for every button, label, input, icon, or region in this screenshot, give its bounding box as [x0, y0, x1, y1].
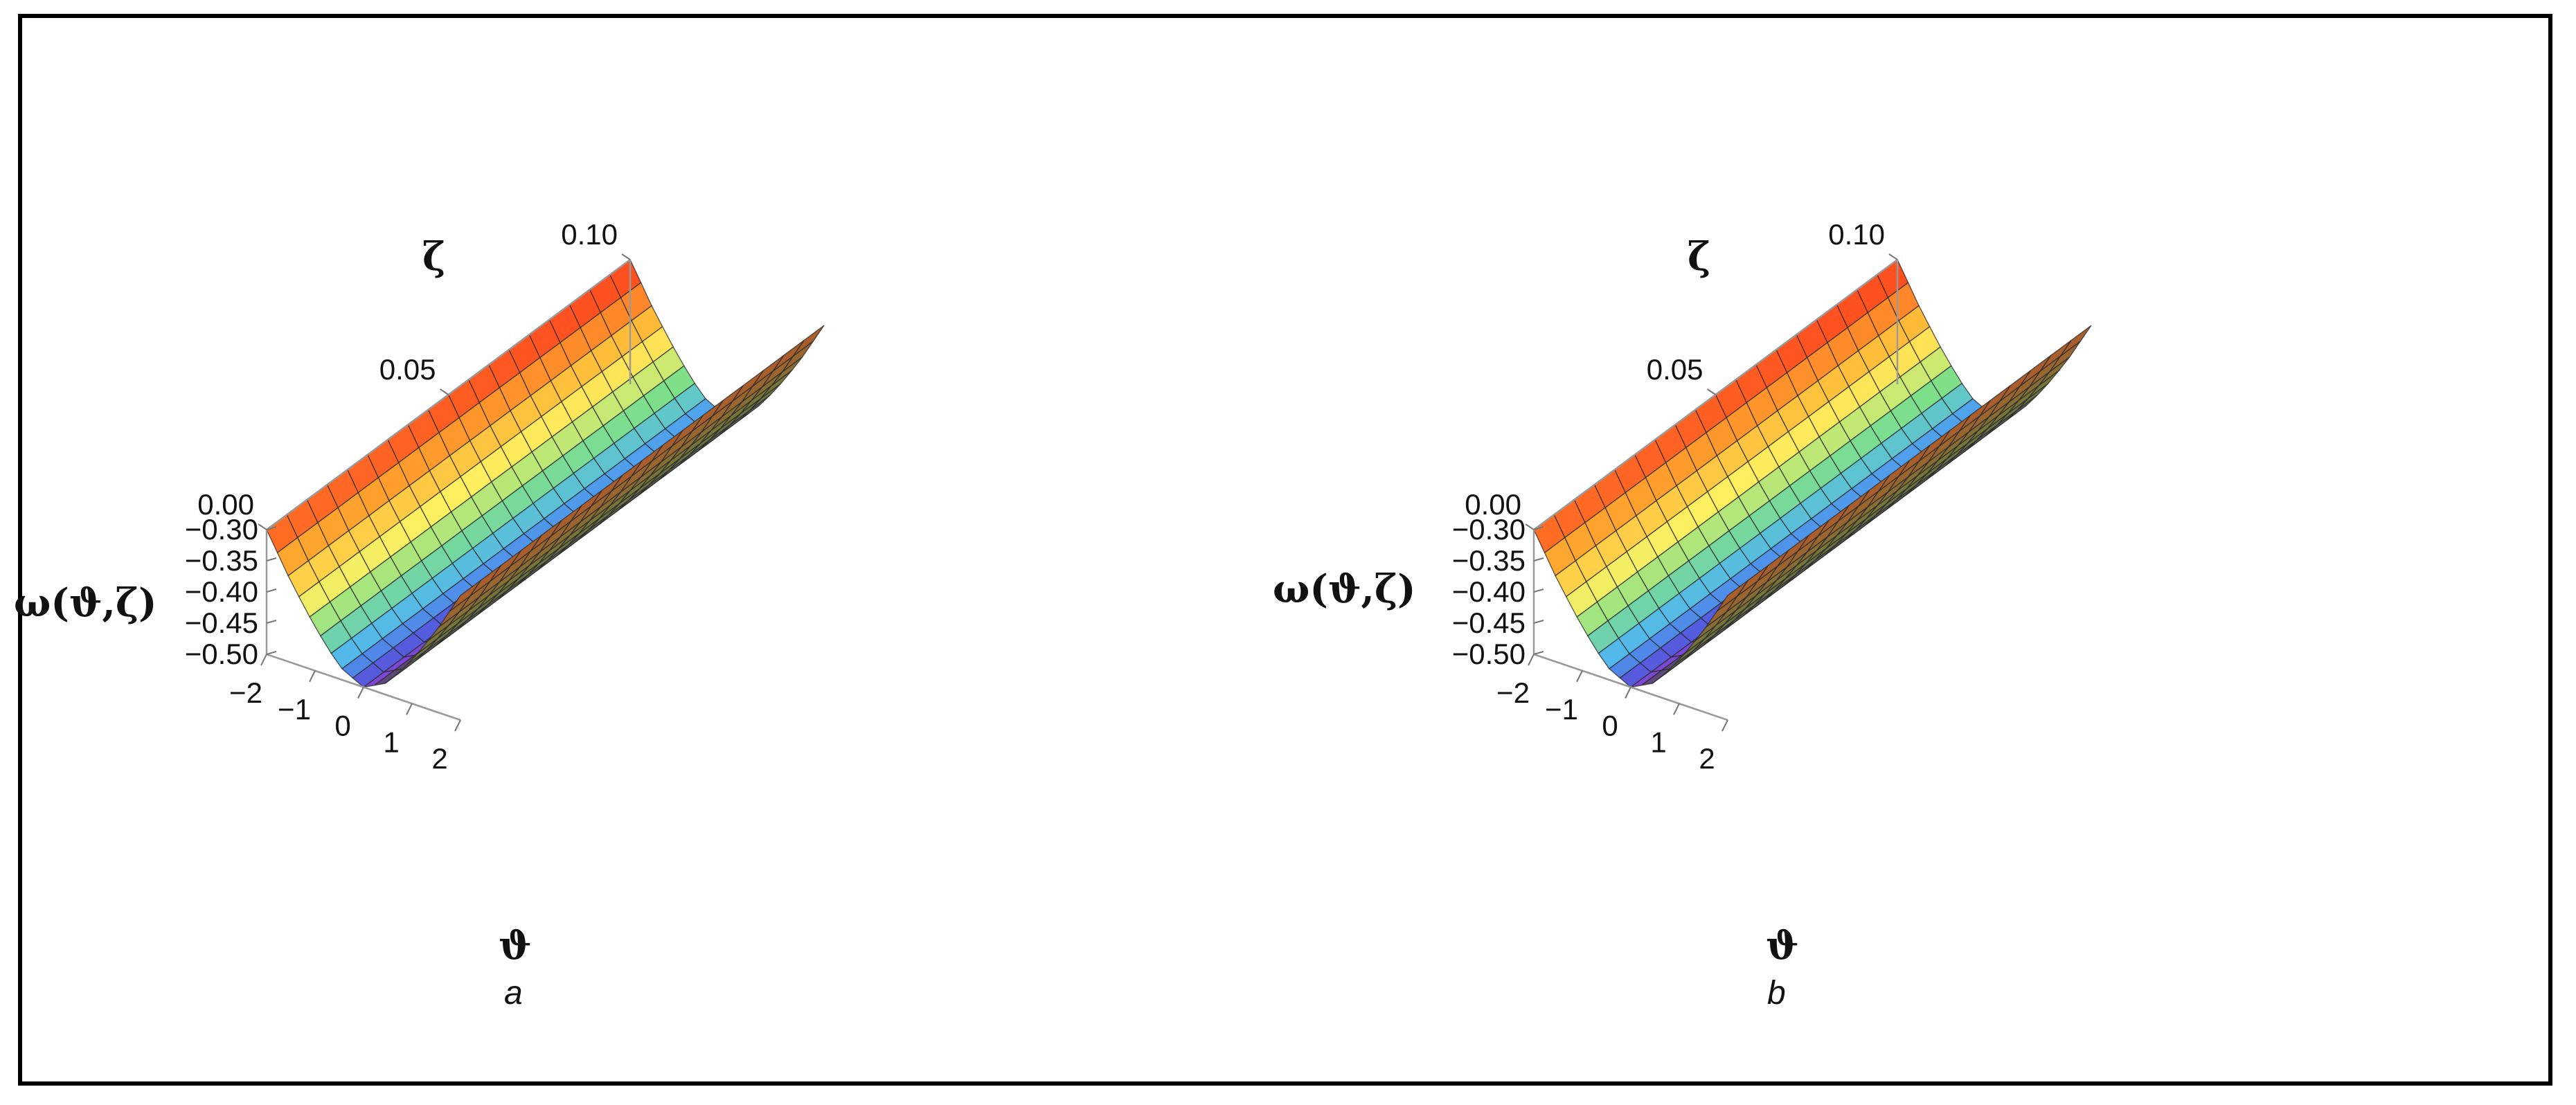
z-tick-mark: [266, 620, 277, 624]
x-tick-mark: [309, 670, 316, 683]
x-tick-label: 2: [431, 742, 447, 775]
z-tick-mark: [266, 651, 277, 655]
y-tick-mark: [1525, 523, 1535, 530]
y-tick-label: 0.10: [1828, 218, 1885, 251]
z-axis-label: ω(ϑ,ζ): [14, 580, 157, 626]
tick-labels-b: −0.30−0.35−0.40−0.45−0.50 0.00 0.05 0.10 −2−…: [1452, 218, 1885, 775]
x-tick-mark: [1576, 670, 1583, 683]
z-tick-label: −0.30: [1452, 513, 1526, 546]
x-tick-mark: [1528, 654, 1535, 666]
x-tick-mark: [1673, 703, 1680, 715]
y-tick-label: 0.05: [1647, 353, 1703, 386]
z-tick-mark: [266, 557, 277, 562]
surface-patch: [449, 580, 481, 612]
z-tick-label: −0.45: [185, 607, 258, 639]
z-tick-mark: [1533, 557, 1544, 562]
y-tick-mark: [621, 253, 631, 260]
z-tick-mark: [1533, 526, 1544, 530]
z-tick-label: −0.35: [1452, 544, 1526, 577]
x-axis-label: ϑ: [499, 923, 532, 969]
z-tick-label: −0.30: [185, 513, 258, 546]
axes-box-a: [258, 253, 632, 732]
z-tick-label: −0.50: [185, 638, 258, 670]
z-tick-label: −0.40: [185, 575, 258, 608]
x-tick-mark: [260, 654, 267, 666]
z-tick-mark: [266, 589, 277, 593]
surface-patch: [1716, 580, 1748, 612]
axes-box-b: [1525, 253, 1899, 732]
y-tick-mark: [439, 388, 449, 395]
x-tick-label: 0: [1602, 710, 1618, 742]
y-tick-label: 0.00: [1465, 488, 1521, 521]
z-tick-mark: [1533, 589, 1544, 593]
x-tick-label: −2: [229, 676, 262, 709]
z-tick-label: −0.45: [1452, 607, 1526, 639]
surface-mesh-b: [1533, 258, 2092, 688]
x-tick-label: 1: [1650, 726, 1666, 758]
x-tick-label: −2: [1496, 676, 1530, 709]
x-tick-label: 1: [383, 726, 399, 758]
y-tick-label: 0.00: [197, 488, 254, 521]
x-tick-label: 2: [1699, 742, 1715, 775]
z-tick-mark: [266, 526, 277, 530]
y-axis-label: ζ: [1688, 234, 1710, 280]
z-tick-label: −0.40: [1452, 575, 1526, 608]
y-tick-mark: [1888, 253, 1898, 260]
z-tick-mark: [1533, 651, 1544, 655]
panel-label: b: [1767, 975, 1786, 1012]
x-tick-label: −1: [278, 693, 311, 726]
surface-patch: [792, 325, 825, 357]
z-axis-label: ω(ϑ,ζ): [1273, 566, 1416, 612]
x-axis-label: ϑ: [1766, 923, 1799, 969]
y-tick-mark: [1706, 388, 1717, 395]
y-axis-label: ζ: [422, 234, 445, 280]
x-tick-label: −1: [1545, 693, 1578, 726]
y-tick-label: 0.05: [379, 353, 436, 386]
x-tick-mark: [1721, 719, 1728, 732]
x-tick-mark: [357, 687, 364, 699]
panel-b: −0.30−0.35−0.40−0.45−0.50 0.00 0.05 0.10 −2−…: [1273, 218, 2092, 1012]
y-tick-label: 0.10: [561, 218, 618, 251]
panel-a: −0.30−0.35−0.40−0.45−0.50 0.00 0.05 0.10 −2−…: [14, 218, 825, 1012]
z-tick-mark: [1533, 620, 1544, 624]
surface-mesh-a: [266, 258, 825, 688]
z-tick-label: −0.35: [185, 544, 258, 577]
z-tick-label: −0.50: [1452, 638, 1526, 670]
x-tick-mark: [454, 719, 461, 732]
panel-label: a: [504, 975, 523, 1012]
tick-labels-a: −0.30−0.35−0.40−0.45−0.50 0.00 0.05 0.10 −2−…: [185, 218, 618, 775]
x-tick-mark: [406, 703, 413, 715]
surface-patch: [2059, 325, 2092, 357]
x-tick-label: 0: [334, 710, 350, 742]
y-tick-mark: [258, 523, 267, 530]
x-tick-mark: [1625, 687, 1631, 699]
